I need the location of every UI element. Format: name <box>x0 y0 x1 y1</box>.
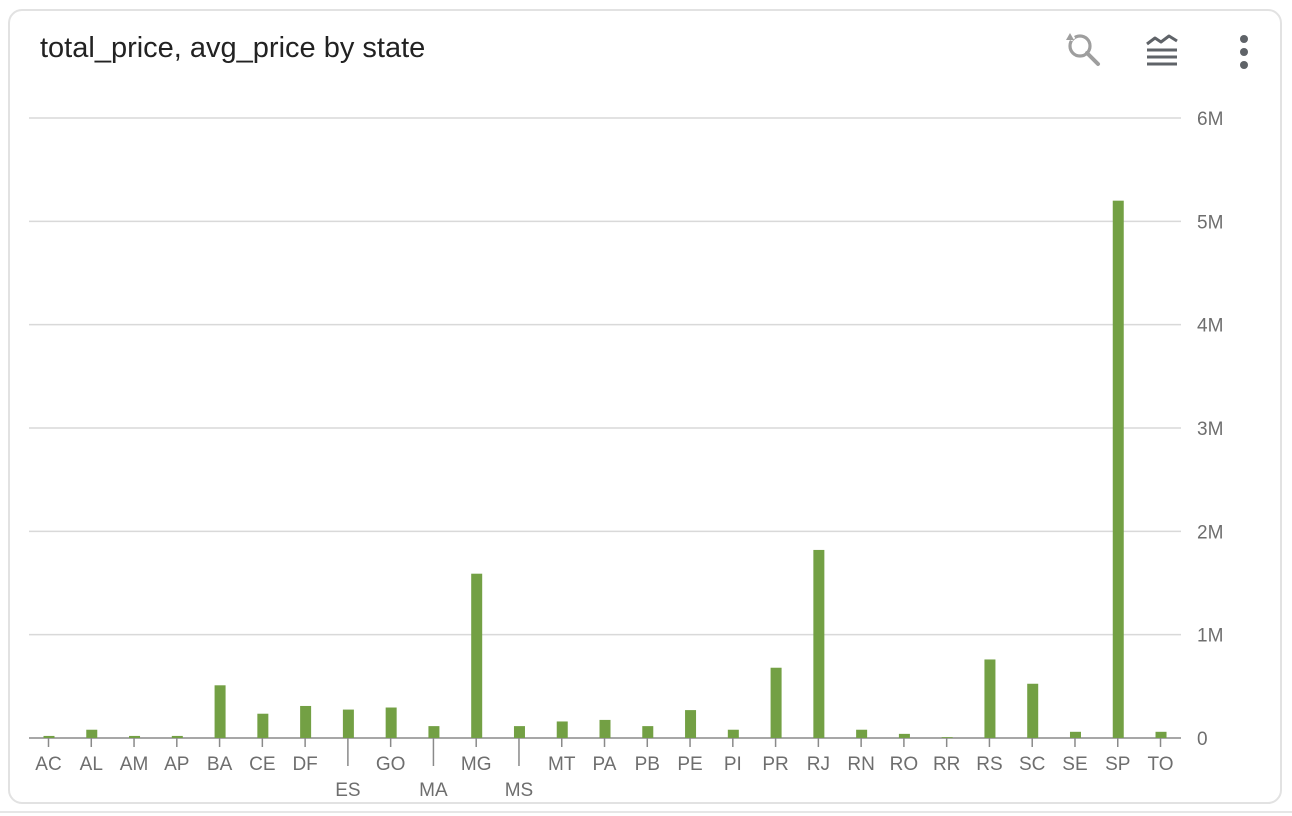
x-tick-label: CE <box>249 754 275 775</box>
bar-sp[interactable] <box>1112 200 1124 738</box>
bar-pa[interactable] <box>599 719 611 738</box>
x-tick-label: PB <box>635 754 660 775</box>
x-tick-label: BA <box>207 754 233 775</box>
bar-to[interactable] <box>1155 731 1167 738</box>
y-tick-label: 4M <box>1197 316 1223 337</box>
layers-button[interactable] <box>1138 26 1186 74</box>
y-tick-label: 0 <box>1197 729 1208 750</box>
divider <box>0 811 1292 813</box>
x-tick-label: DF <box>292 754 317 775</box>
bar-pe[interactable] <box>685 710 697 738</box>
y-tick-label: 3M <box>1197 419 1223 440</box>
x-tick-label: RJ <box>807 754 830 775</box>
x-tick-label: PR <box>762 754 788 775</box>
x-tick-label: SC <box>1019 754 1045 775</box>
x-tick-label: SE <box>1062 754 1087 775</box>
bar-df[interactable] <box>300 705 312 738</box>
bar-pr[interactable] <box>770 667 782 738</box>
y-tick-label: 2M <box>1197 522 1223 543</box>
x-tick-label: MT <box>548 754 576 775</box>
more-vert-icon <box>1240 35 1248 69</box>
x-tick-label: MG <box>461 754 492 775</box>
more-options-button[interactable] <box>1218 26 1266 74</box>
x-tick-label: TO <box>1147 754 1173 775</box>
x-tick-label: AC <box>35 754 61 775</box>
x-tick-label: GO <box>376 754 406 775</box>
bar-se[interactable] <box>1069 731 1081 738</box>
bar-es[interactable] <box>342 709 354 738</box>
bar-am[interactable] <box>129 735 141 738</box>
x-tick-label: PE <box>677 754 702 775</box>
bar-rj[interactable] <box>813 549 825 738</box>
bar-rn[interactable] <box>856 729 868 738</box>
zoom-reset-button[interactable] <box>1058 26 1106 74</box>
x-tick-label: SP <box>1105 754 1130 775</box>
bar-ac[interactable] <box>43 735 55 738</box>
x-tick-label: RO <box>890 754 919 775</box>
bar-rr[interactable] <box>941 737 953 738</box>
x-tick-label: MA <box>419 780 448 801</box>
x-tick-label: RR <box>933 754 960 775</box>
bar-al[interactable] <box>86 729 98 738</box>
bar-mt[interactable] <box>556 721 568 738</box>
bar-ro[interactable] <box>898 733 910 738</box>
bar-ce[interactable] <box>257 713 269 738</box>
x-tick-label: RS <box>976 754 1002 775</box>
y-tick-label: 1M <box>1197 626 1223 647</box>
bar-ap[interactable] <box>171 735 183 738</box>
layers-icon <box>1146 34 1178 66</box>
zoom-reset-icon <box>1066 33 1100 66</box>
bar-go[interactable] <box>385 707 397 738</box>
x-tick-label: RN <box>847 754 874 775</box>
bar-sc[interactable] <box>1027 683 1039 738</box>
bar-mg[interactable] <box>471 573 483 738</box>
x-tick-label: AP <box>164 754 189 775</box>
x-tick-label: PI <box>724 754 742 775</box>
y-tick-label: 6M <box>1197 109 1223 130</box>
bar-pb[interactable] <box>642 726 654 738</box>
x-tick-label: PA <box>593 754 617 775</box>
bar-ma[interactable] <box>428 726 440 738</box>
x-tick-label: ES <box>335 780 360 801</box>
x-tick-label: MS <box>505 780 534 801</box>
y-tick-label: 5M <box>1197 212 1223 233</box>
chart-title: total_price, avg_price by state <box>40 32 426 64</box>
x-tick-label: AL <box>80 754 103 775</box>
bar-pi[interactable] <box>727 729 739 738</box>
bar-ms[interactable] <box>513 726 525 738</box>
bar-ba[interactable] <box>214 685 226 738</box>
chart-card <box>8 9 1282 804</box>
x-tick-label: AM <box>120 754 149 775</box>
bar-rs[interactable] <box>984 659 996 738</box>
